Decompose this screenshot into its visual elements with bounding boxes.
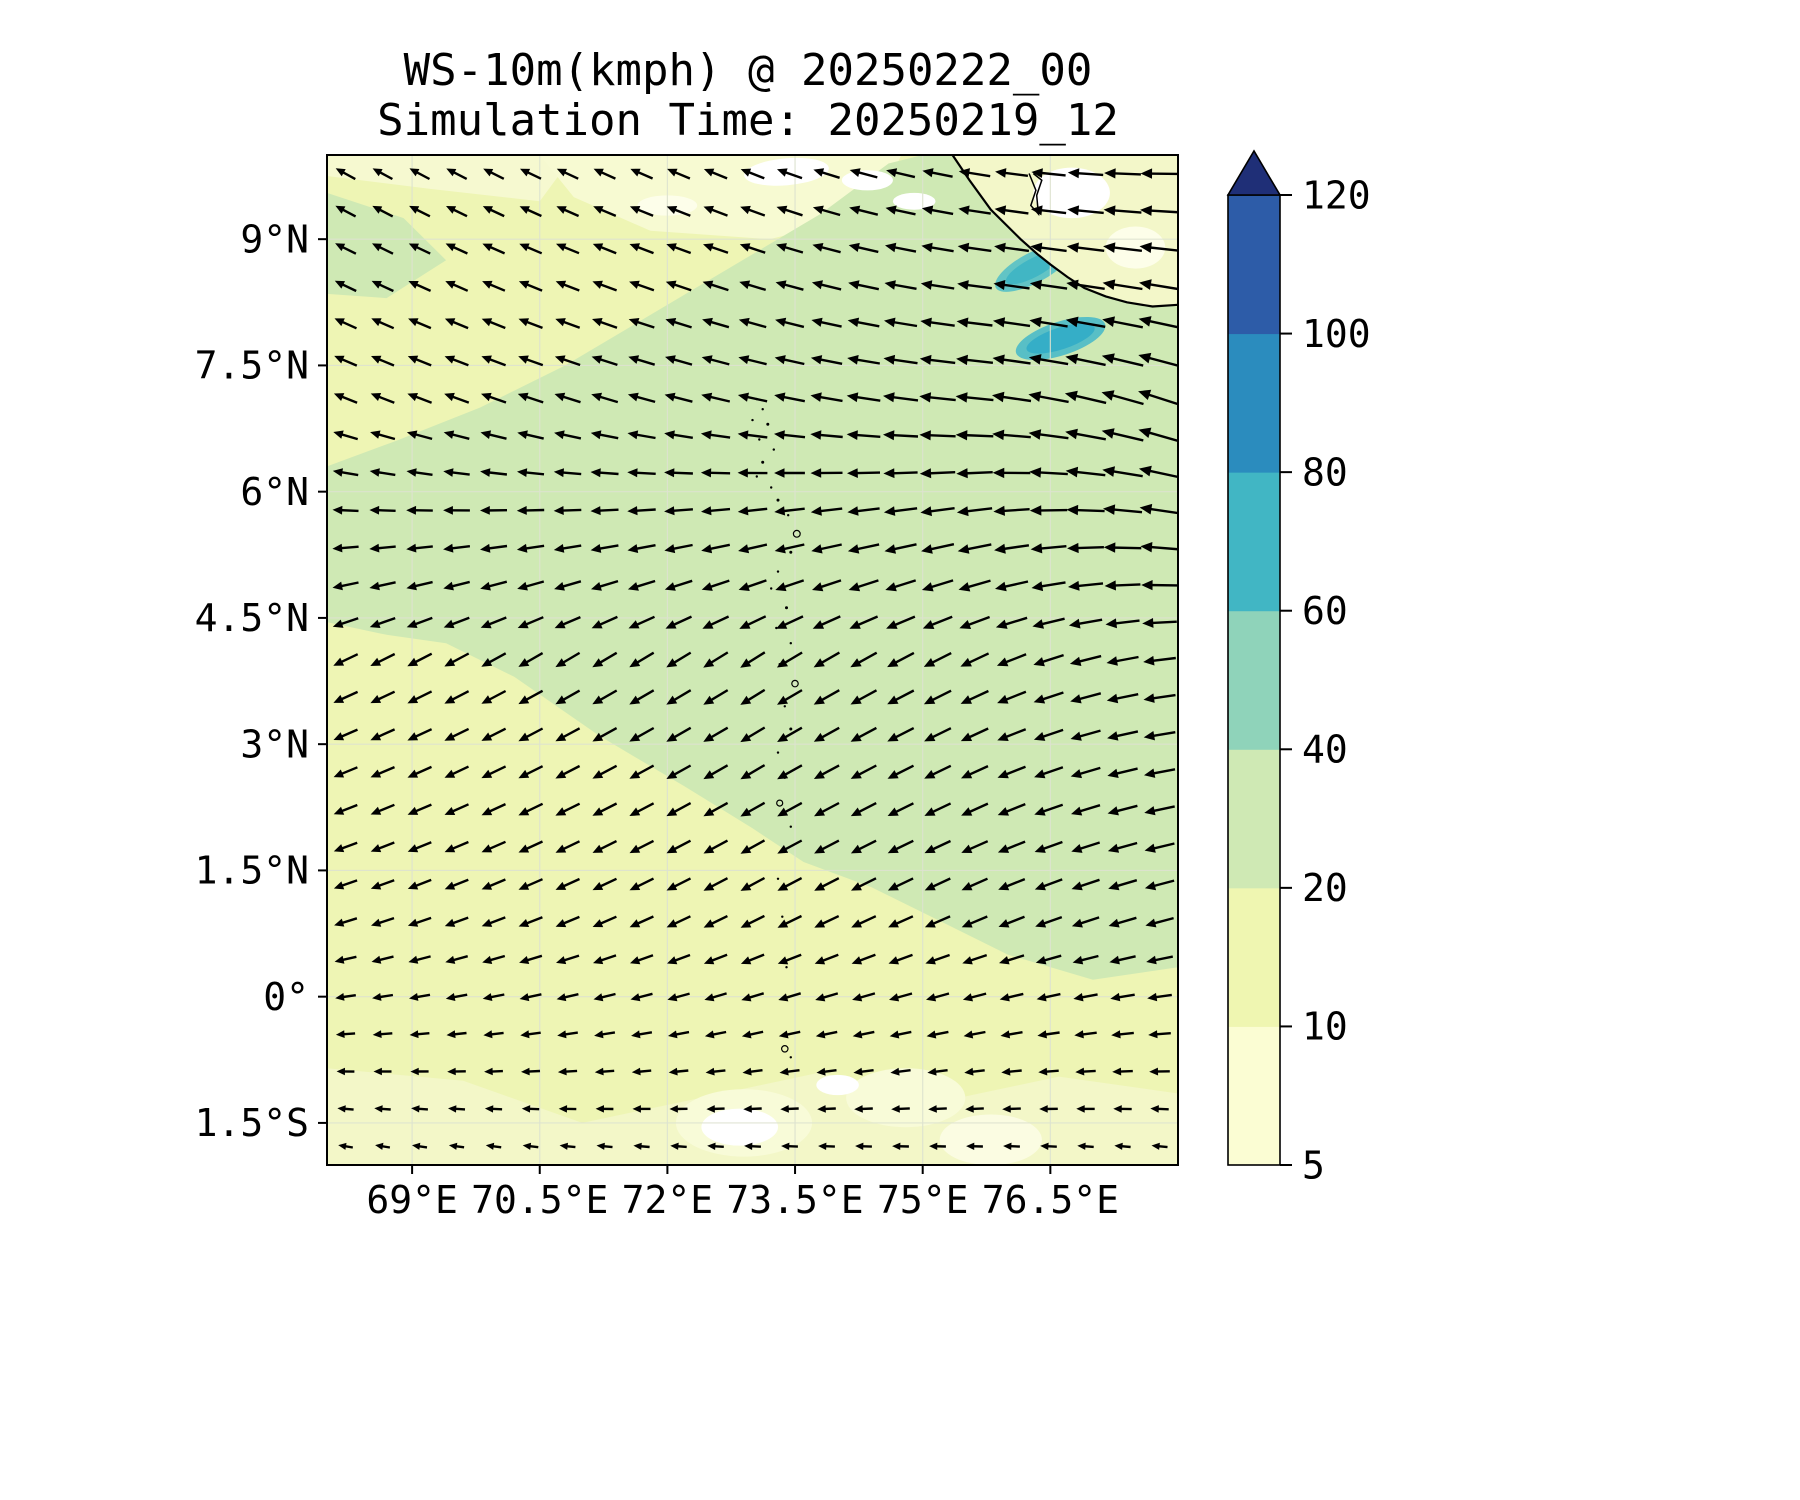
chart-title: WS-10m(kmph) @ 20250222_00 bbox=[404, 45, 1093, 96]
colorbar-segment bbox=[1228, 195, 1280, 335]
x-tick-label: 70.5°E bbox=[471, 1178, 608, 1222]
teal-blob-2-core bbox=[1026, 323, 1095, 354]
green-top-left bbox=[327, 192, 447, 299]
y-tick-label: 9°N bbox=[240, 217, 309, 261]
pale-bottom-2 bbox=[846, 1068, 966, 1128]
white-patch-4 bbox=[892, 192, 936, 210]
y-tick-label: 7.5°N bbox=[195, 344, 309, 388]
x-tick-label: 76.5°E bbox=[982, 1178, 1119, 1222]
colorbar-segment bbox=[1228, 749, 1280, 889]
colorbar-tick-label: 5 bbox=[1302, 1143, 1325, 1187]
y-tick-label: 0° bbox=[263, 975, 309, 1019]
colorbar-tick-label: 10 bbox=[1302, 1005, 1348, 1049]
colorbar-extend-arrow bbox=[1226, 149, 1282, 196]
india-landmass bbox=[952, 155, 1178, 307]
wind-quiver-layer bbox=[332, 168, 1178, 1150]
colorbar-segment bbox=[1228, 472, 1280, 612]
colorbar-tick-label: 60 bbox=[1302, 589, 1348, 633]
colorbar-segment bbox=[1228, 610, 1280, 750]
colorbar-segment bbox=[1228, 887, 1280, 1027]
colorbar-tick-label: 100 bbox=[1302, 312, 1371, 356]
colorbar-segment bbox=[1228, 333, 1280, 473]
land-layer bbox=[952, 155, 1178, 307]
white-bottom-1 bbox=[701, 1108, 778, 1146]
colorbar-tick-label: 80 bbox=[1302, 450, 1348, 494]
white-bottom-2 bbox=[816, 1074, 859, 1096]
x-axis-ticks: 69°E 70.5°E 72°E 73.5°E 75°E 76.5°E bbox=[366, 1165, 1119, 1222]
chart-subtitle: Simulation Time: 20250219_12 bbox=[377, 95, 1119, 146]
x-tick-label: 75°E bbox=[877, 1178, 969, 1222]
y-tick-label: 4.5°N bbox=[195, 596, 309, 640]
white-patch-2 bbox=[841, 170, 893, 191]
y-tick-label: 6°N bbox=[240, 470, 309, 514]
pale-top-left bbox=[327, 155, 574, 202]
colorbar: 5 10 20 40 60 80 100 120 bbox=[1226, 149, 1371, 1187]
x-tick-label: 73.5°E bbox=[726, 1178, 863, 1222]
x-tick-label: 72°E bbox=[622, 1178, 714, 1222]
y-tick-label: 3°N bbox=[240, 722, 309, 766]
pale-bottom-3 bbox=[939, 1114, 1042, 1165]
colorbar-tick-label: 20 bbox=[1302, 866, 1348, 910]
colorbar-segment bbox=[1228, 1026, 1280, 1166]
coastal-lagoon bbox=[1028, 172, 1043, 217]
y-tick-label: 1.5°N bbox=[195, 849, 309, 893]
india-coastline bbox=[951, 155, 1178, 308]
x-tick-label: 69°E bbox=[366, 1178, 458, 1222]
y-tick-label: 1.5°S bbox=[195, 1101, 309, 1145]
coastline-layer bbox=[951, 155, 1178, 308]
colorbar-tick-label: 120 bbox=[1302, 173, 1371, 217]
plot-frame bbox=[326, 154, 1179, 1166]
y-axis-ticks: 9°N 7.5°N 6°N 4.5°N 3°N 1.5°N 0° 1.5°S bbox=[195, 217, 327, 1145]
colorbar-tick-label: 40 bbox=[1302, 728, 1348, 772]
